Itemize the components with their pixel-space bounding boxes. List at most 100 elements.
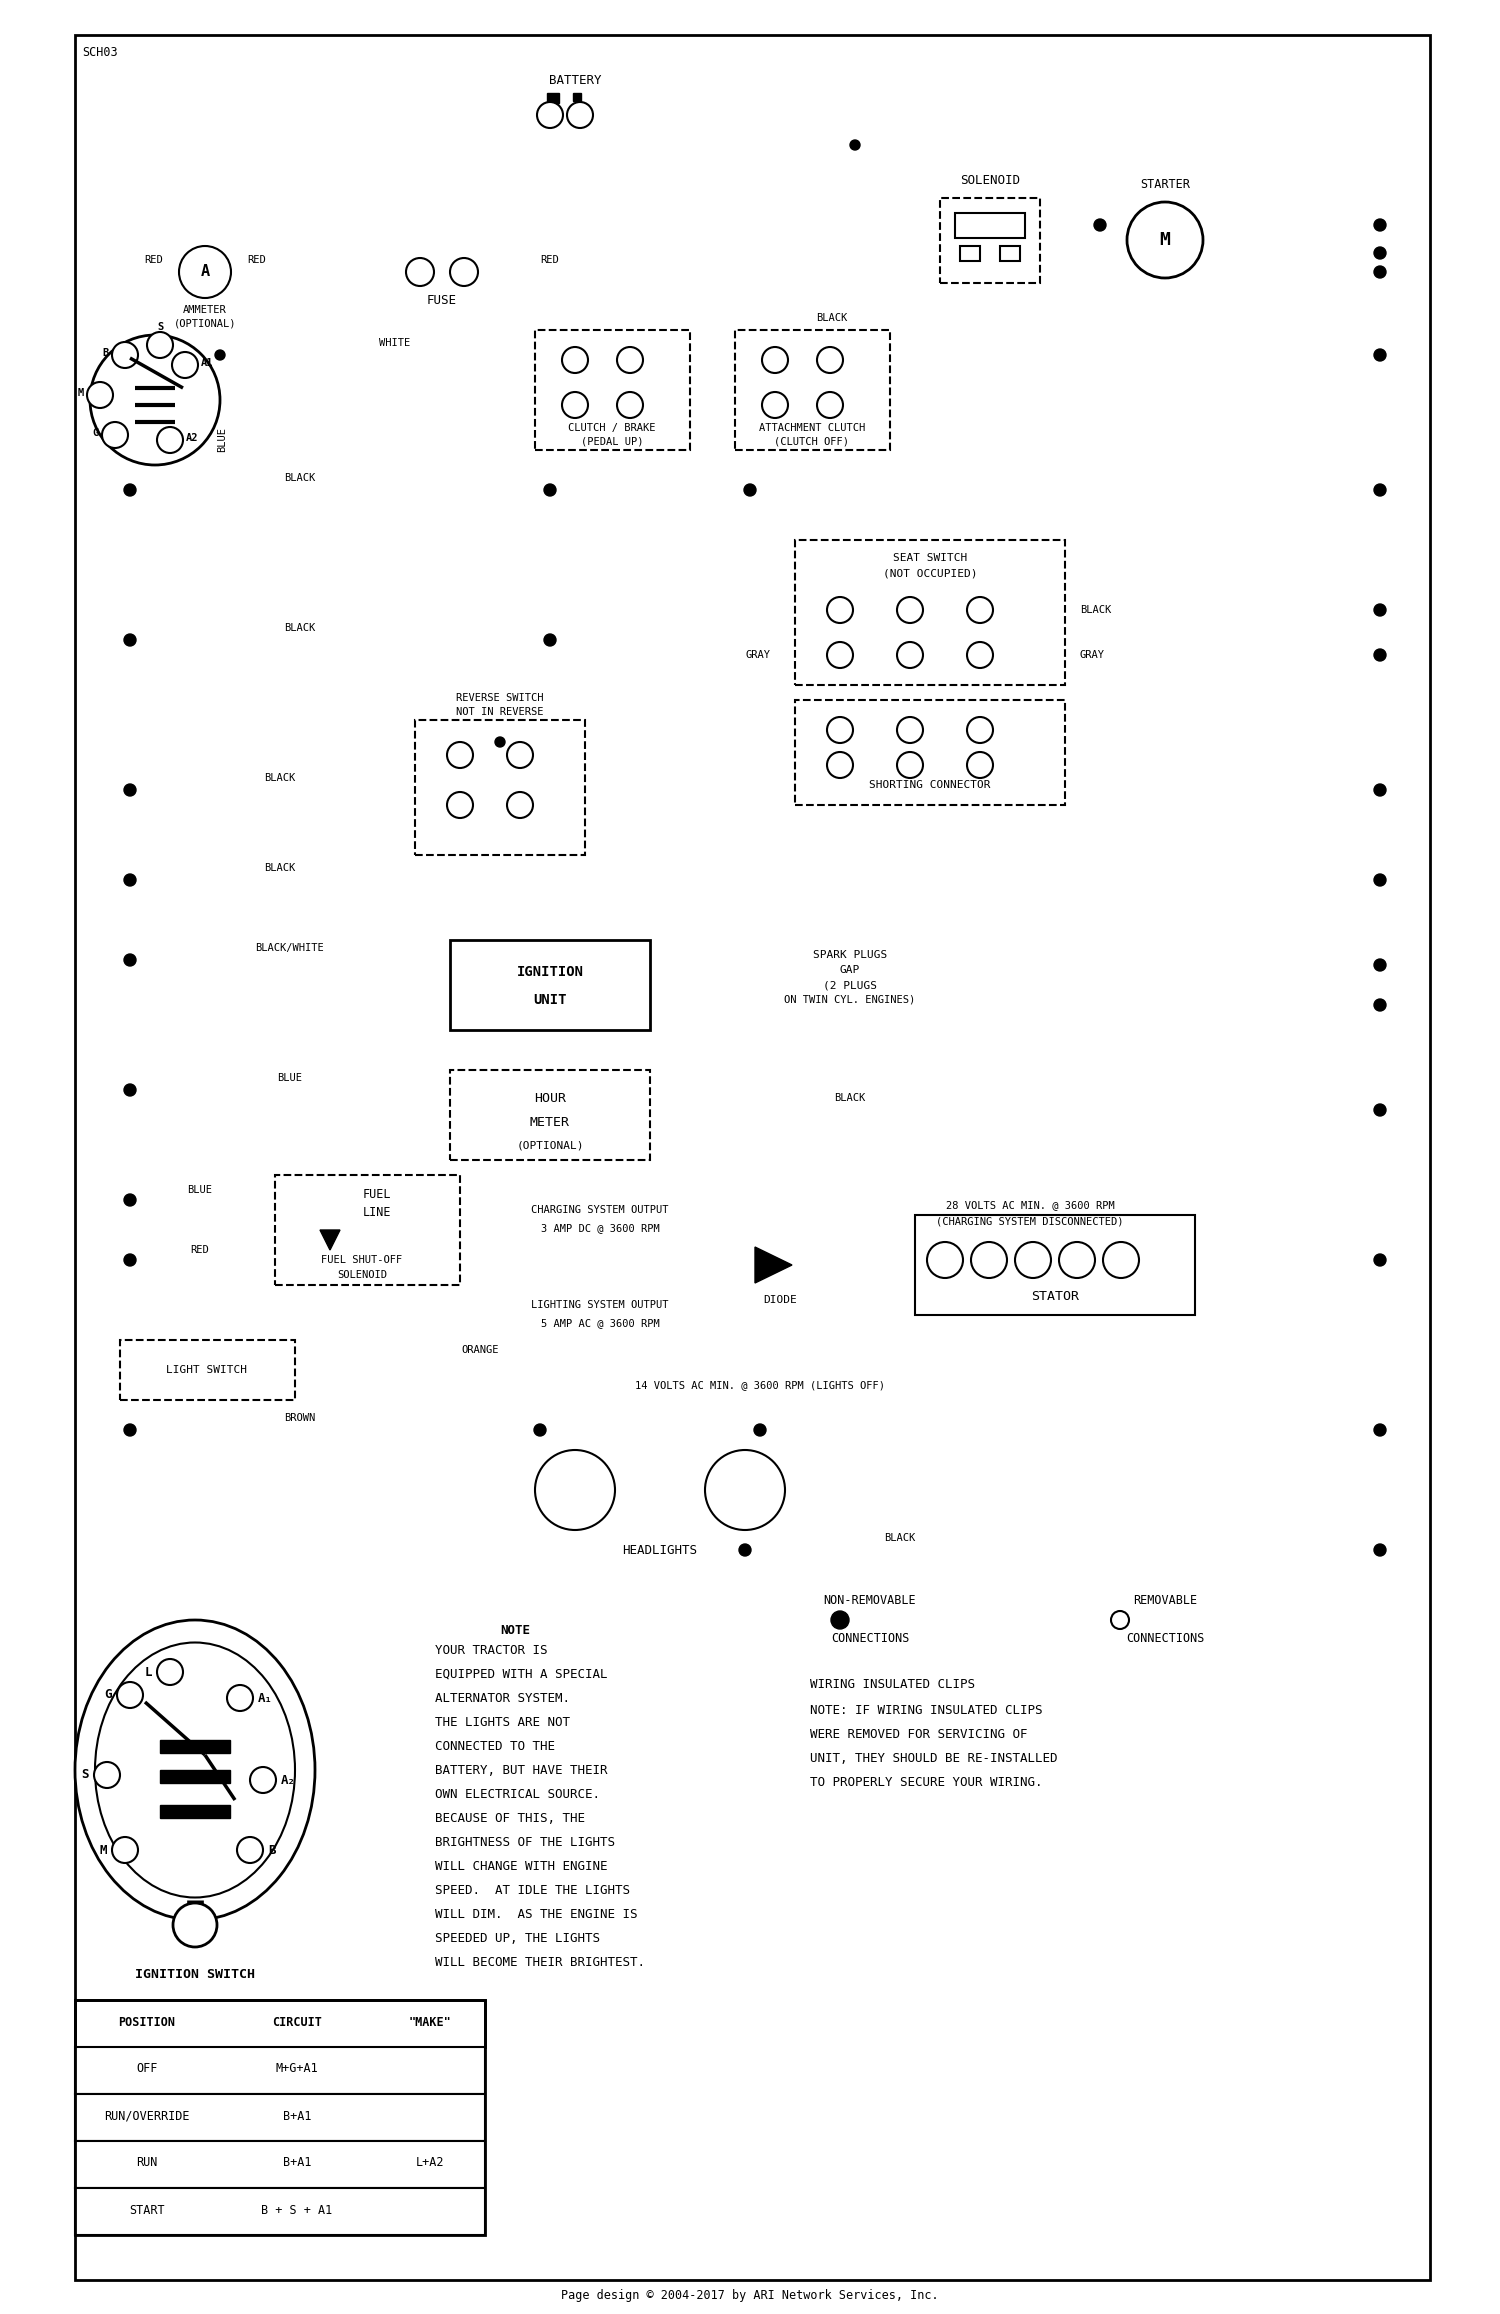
Circle shape (251, 1768, 276, 1793)
Text: LIGHTING SYSTEM OUTPUT: LIGHTING SYSTEM OUTPUT (531, 1300, 669, 1310)
Text: TO PROPERLY SECURE YOUR WIRING.: TO PROPERLY SECURE YOUR WIRING. (810, 1775, 1042, 1789)
Text: RED: RED (540, 255, 558, 266)
Circle shape (1094, 220, 1106, 231)
Text: (CHARGING SYSTEM DISCONNECTED): (CHARGING SYSTEM DISCONNECTED) (936, 1217, 1124, 1226)
Text: BRIGHTNESS OF THE LIGHTS: BRIGHTNESS OF THE LIGHTS (435, 1835, 615, 1849)
Text: BATTERY: BATTERY (549, 74, 602, 86)
Circle shape (1374, 484, 1386, 495)
Text: NOT IN REVERSE: NOT IN REVERSE (456, 708, 543, 717)
Text: THE LIGHTS ARE NOT: THE LIGHTS ARE NOT (435, 1715, 570, 1729)
Circle shape (507, 791, 532, 819)
Text: A: A (201, 264, 210, 280)
Bar (450, 939, 650, 1030)
Circle shape (117, 1682, 142, 1708)
Circle shape (447, 743, 472, 768)
Text: IGNITION: IGNITION (516, 965, 584, 979)
Text: M: M (1160, 231, 1170, 250)
Ellipse shape (94, 1643, 296, 1897)
Circle shape (124, 875, 136, 886)
Circle shape (1374, 958, 1386, 972)
Text: G: G (93, 428, 99, 437)
Text: SPEEDED UP, THE LIGHTS: SPEEDED UP, THE LIGHTS (435, 1932, 600, 1944)
Circle shape (536, 1451, 615, 1530)
Text: 3 AMP DC @ 3600 RPM: 3 AMP DC @ 3600 RPM (540, 1224, 660, 1233)
Text: SPEED.  AT IDLE THE LIGHTS: SPEED. AT IDLE THE LIGHTS (435, 1884, 630, 1897)
Circle shape (740, 1543, 752, 1555)
Text: WERE REMOVED FOR SERVICING OF: WERE REMOVED FOR SERVICING OF (810, 1729, 1028, 1740)
Circle shape (102, 421, 128, 449)
Text: BLACK: BLACK (834, 1092, 866, 1104)
Bar (75, 2094, 485, 2140)
Bar (75, 2048, 485, 2094)
Circle shape (124, 784, 136, 796)
Text: BLACK/WHITE: BLACK/WHITE (255, 944, 324, 953)
Text: WILL DIM.  AS THE ENGINE IS: WILL DIM. AS THE ENGINE IS (435, 1907, 638, 1921)
Circle shape (124, 1254, 136, 1266)
Text: WIRING INSULATED CLIPS: WIRING INSULATED CLIPS (810, 1678, 975, 1692)
Circle shape (226, 1685, 254, 1710)
Circle shape (968, 641, 993, 669)
Text: BLACK: BLACK (816, 312, 848, 324)
Circle shape (831, 1611, 849, 1629)
Text: S: S (81, 1768, 88, 1782)
Bar (75, 1999, 485, 2048)
Circle shape (762, 347, 788, 373)
Text: (CLUTCH OFF): (CLUTCH OFF) (774, 437, 849, 447)
Circle shape (172, 1902, 217, 1946)
Bar (548, 93, 560, 104)
Circle shape (124, 953, 136, 965)
Circle shape (818, 347, 843, 373)
Text: WHITE: WHITE (380, 338, 411, 347)
Text: (OPTIONAL): (OPTIONAL) (516, 1141, 584, 1150)
Circle shape (124, 1194, 136, 1206)
Circle shape (968, 717, 993, 743)
Circle shape (818, 391, 843, 419)
Circle shape (897, 752, 922, 778)
Circle shape (1102, 1243, 1138, 1277)
Circle shape (754, 1423, 766, 1437)
Text: FUSE: FUSE (427, 294, 458, 305)
Text: GAP: GAP (840, 965, 860, 974)
Text: SCH03: SCH03 (82, 46, 117, 58)
Text: START: START (129, 2203, 165, 2217)
Circle shape (158, 428, 183, 454)
Text: BROWN: BROWN (285, 1414, 315, 1423)
Text: A₂: A₂ (280, 1773, 296, 1786)
Text: STARTER: STARTER (1140, 178, 1190, 192)
Text: CHARGING SYSTEM OUTPUT: CHARGING SYSTEM OUTPUT (531, 1206, 669, 1215)
Circle shape (1374, 349, 1386, 361)
Circle shape (507, 743, 532, 768)
Circle shape (237, 1837, 262, 1863)
Text: A1: A1 (201, 359, 213, 368)
Bar (960, 245, 980, 261)
Text: L: L (144, 1666, 152, 1678)
Text: FUEL SHUT-OFF: FUEL SHUT-OFF (321, 1254, 402, 1266)
Circle shape (124, 484, 136, 495)
Text: YOUR TRACTOR IS: YOUR TRACTOR IS (435, 1643, 548, 1657)
Circle shape (970, 1243, 1006, 1277)
Text: UNIT: UNIT (534, 993, 567, 1007)
Bar (274, 1176, 460, 1284)
Circle shape (897, 597, 922, 622)
Circle shape (827, 641, 854, 669)
Text: BLUE: BLUE (188, 1185, 213, 1194)
Circle shape (90, 336, 220, 465)
Text: NOTE: NOTE (500, 1624, 530, 1636)
Circle shape (562, 347, 588, 373)
Text: S: S (158, 322, 164, 331)
Circle shape (147, 331, 172, 359)
Text: STATOR: STATOR (1030, 1291, 1078, 1303)
Text: GRAY: GRAY (1080, 650, 1106, 659)
Circle shape (534, 1423, 546, 1437)
Bar (915, 1215, 1196, 1314)
Text: M: M (78, 389, 84, 398)
Circle shape (705, 1451, 785, 1530)
Circle shape (124, 1423, 136, 1437)
Text: B+A1: B+A1 (282, 2110, 312, 2122)
Text: WILL CHANGE WITH ENGINE: WILL CHANGE WITH ENGINE (435, 1860, 608, 1872)
Bar (573, 93, 580, 102)
Text: L+A2: L+A2 (416, 2157, 444, 2171)
Polygon shape (754, 1247, 792, 1282)
Text: A2: A2 (186, 433, 198, 442)
Circle shape (124, 1083, 136, 1097)
